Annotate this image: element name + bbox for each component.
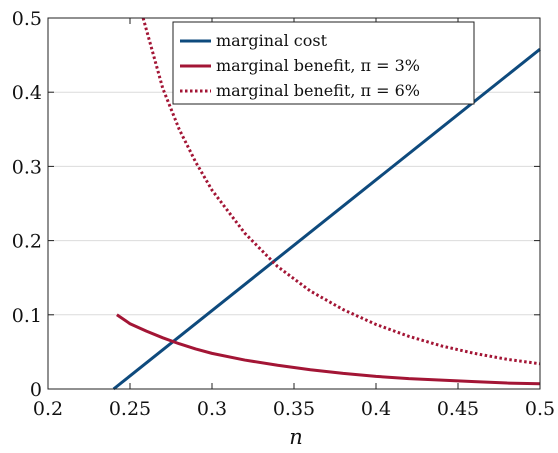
series-marginal-benefit-3 — [116, 313, 541, 386]
x-axis-label: n — [289, 425, 303, 449]
x-tick-label: 0.4 — [361, 398, 391, 420]
plot-series — [112, 17, 541, 391]
legend-label-marginal-benefit-3: marginal benefit, π = 3% — [216, 56, 420, 75]
legend: marginal cost marginal benefit, π = 3% m… — [172, 21, 475, 105]
y-tick-label: 0.4 — [12, 82, 42, 104]
y-tick-label: 0 — [30, 379, 42, 401]
legend-box — [172, 21, 475, 105]
y-tick-label: 0.2 — [12, 231, 42, 253]
y-tick-label: 0.5 — [12, 8, 42, 30]
x-tick-label: 0.5 — [525, 398, 555, 420]
legend-label-marginal-benefit-6: marginal benefit, π = 6% — [216, 81, 420, 100]
legend-label-marginal-cost: marginal cost — [216, 31, 328, 50]
y-tick-label: 0.3 — [12, 156, 42, 178]
y-tick-label: 0.1 — [12, 305, 42, 327]
series-marginal-cost — [112, 47, 541, 391]
x-tick-label: 0.3 — [197, 398, 227, 420]
axis-ticks: 0.2 0.25 0.3 0.35 0.4 0.45 0.5 0 0.1 0.2 0.3 0.4 0.5 — [12, 8, 555, 420]
x-tick-label: 0.35 — [273, 398, 315, 420]
x-tick-label: 0.2 — [33, 398, 63, 420]
gridlines — [48, 91, 540, 316]
x-tick-label: 0.45 — [437, 398, 479, 420]
x-tick-label: 0.25 — [109, 398, 151, 420]
